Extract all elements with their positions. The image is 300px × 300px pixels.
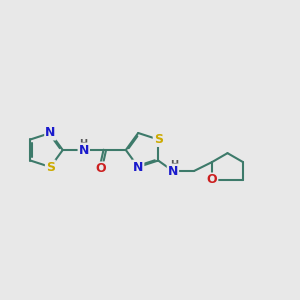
Text: H: H — [79, 139, 87, 149]
Text: O: O — [207, 173, 217, 187]
Text: N: N — [168, 164, 178, 178]
Text: S: S — [46, 160, 55, 173]
Text: N: N — [79, 143, 89, 157]
Text: N: N — [133, 160, 143, 173]
Text: N: N — [45, 127, 56, 140]
Text: S: S — [154, 133, 163, 146]
Text: H: H — [170, 160, 178, 170]
Text: O: O — [95, 162, 106, 176]
